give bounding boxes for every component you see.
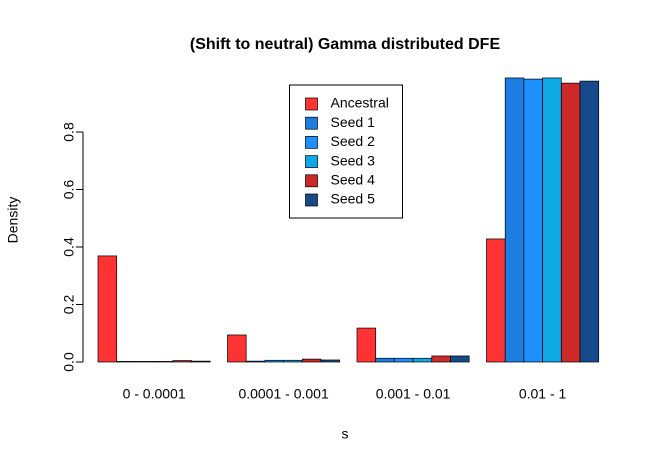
bar (375, 357, 395, 363)
x-tick-label: 0 - 0.0001 (123, 386, 186, 402)
bar (301, 358, 322, 363)
y-tick-label: 0.4 (61, 237, 77, 257)
legend-label: Seed 4 (331, 172, 376, 188)
bar (504, 77, 525, 363)
legend-label: Seed 2 (331, 133, 376, 149)
y-tick-label: 0.8 (61, 122, 77, 142)
x-tick-label: 0.001 - 0.01 (376, 386, 451, 402)
chart-title: (Shift to neutral) Gamma distributed DFE (190, 36, 501, 53)
bar (135, 361, 155, 363)
bar (245, 360, 266, 363)
bar (172, 360, 192, 363)
legend-swatch (305, 174, 318, 188)
bar (320, 359, 341, 363)
bar (227, 334, 247, 363)
y-tick-label: 0.0 (61, 352, 77, 372)
bar (542, 77, 562, 363)
bar (450, 355, 470, 363)
y-axis-label: Density (5, 197, 21, 244)
x-axis-label: s (342, 426, 349, 442)
legend-label: Seed 5 (331, 191, 376, 207)
legend-swatch (305, 155, 318, 168)
bar (523, 78, 543, 363)
legend-swatch (305, 193, 318, 207)
bar (412, 357, 433, 363)
bar (191, 360, 211, 363)
y-tick-label: 0.2 (61, 295, 77, 315)
bar (431, 355, 451, 363)
bar (153, 361, 174, 363)
bar (283, 359, 303, 363)
legend-label: Seed 1 (331, 114, 376, 130)
x-tick-label: 0.01 - 1 (519, 386, 567, 402)
legend-swatch (305, 116, 318, 130)
bar (356, 327, 377, 363)
bar (486, 238, 506, 363)
legend-swatch (305, 97, 318, 111)
bar (97, 255, 118, 363)
bar (579, 80, 600, 363)
bar (560, 82, 581, 363)
x-tick-label: 0.0001 - 0.001 (238, 386, 329, 402)
legend-label: Ancestral (331, 95, 389, 111)
legend-label: Seed 3 (331, 152, 376, 168)
legend-swatch (305, 136, 318, 149)
bar (116, 361, 136, 363)
bar (264, 359, 284, 363)
y-tick-label: 0.6 (61, 180, 77, 200)
bar (394, 357, 414, 363)
